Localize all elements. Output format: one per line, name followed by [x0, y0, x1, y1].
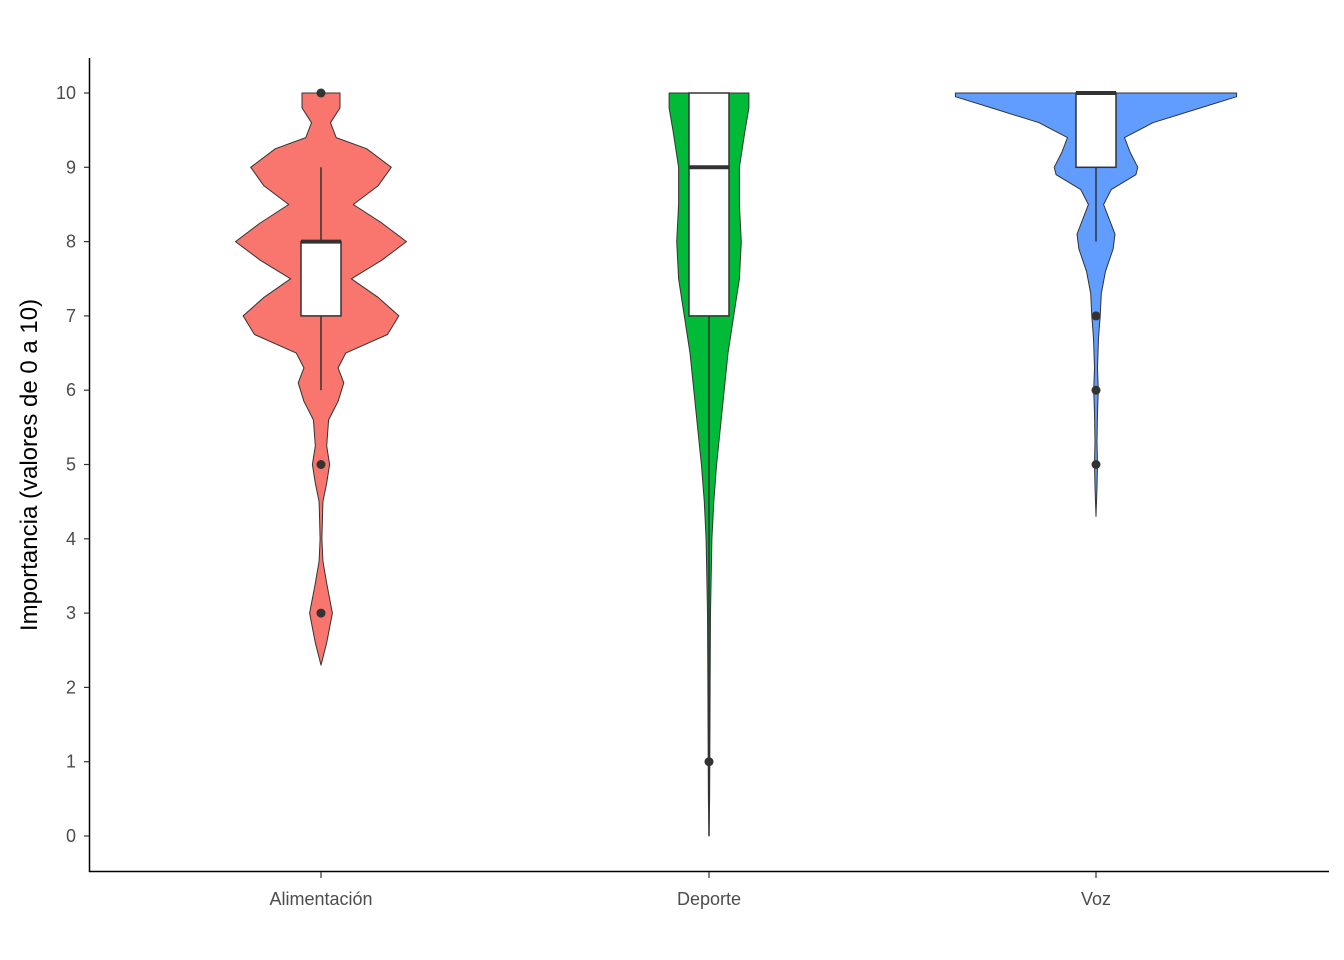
x-tick-label: Deporte	[677, 889, 741, 909]
y-tick-label: 8	[66, 232, 76, 252]
outlier-point	[1091, 460, 1101, 469]
x-tick-label: Alimentación	[269, 889, 372, 909]
violin-group-1	[235, 88, 407, 666]
outlier-point	[1091, 385, 1101, 395]
outlier-point	[704, 757, 714, 767]
y-tick-label: 9	[66, 157, 76, 177]
y-tick-label: 3	[66, 603, 76, 623]
x-tick-label: Voz	[1081, 889, 1111, 909]
y-tick-label: 7	[66, 306, 76, 326]
y-tick-label: 4	[66, 529, 76, 549]
x-axis-ticks: Alimentación Deporte Voz	[269, 872, 1111, 909]
violin-group-3	[954, 91, 1238, 518]
y-axis-ticks: 0 1 2 3 4 5 6 7 8 9 10	[56, 83, 89, 846]
y-axis-title: Importancia (valores de 0 a 10)	[16, 299, 43, 631]
outlier-point	[1091, 311, 1101, 321]
y-tick-label: 6	[66, 380, 76, 400]
outlier-point	[316, 608, 326, 618]
y-tick-label: 0	[66, 826, 76, 846]
y-tick-label: 10	[56, 83, 76, 103]
plot-area	[235, 88, 1238, 837]
y-tick-label: 5	[66, 455, 76, 475]
box-iqr	[688, 92, 730, 317]
outlier-point	[316, 460, 326, 469]
outlier-point	[316, 88, 326, 98]
violin-group-2	[668, 92, 750, 837]
box-iqr	[300, 240, 342, 317]
y-tick-label: 2	[66, 677, 76, 697]
box-iqr	[1075, 92, 1117, 169]
y-tick-label: 1	[66, 752, 76, 772]
